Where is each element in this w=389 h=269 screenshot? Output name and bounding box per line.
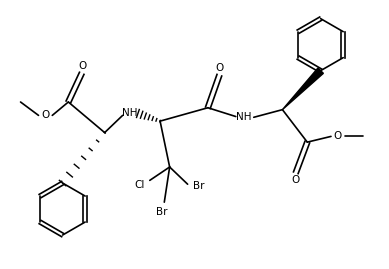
Text: NH: NH	[237, 112, 252, 122]
Polygon shape	[282, 68, 323, 110]
Text: Br: Br	[156, 207, 168, 217]
Text: NH: NH	[122, 108, 137, 118]
Text: O: O	[291, 175, 299, 185]
Text: Br: Br	[193, 181, 204, 191]
Text: O: O	[78, 61, 87, 72]
Text: O: O	[334, 132, 342, 141]
Text: O: O	[215, 63, 223, 73]
Text: Cl: Cl	[134, 180, 144, 190]
Text: O: O	[41, 110, 49, 121]
